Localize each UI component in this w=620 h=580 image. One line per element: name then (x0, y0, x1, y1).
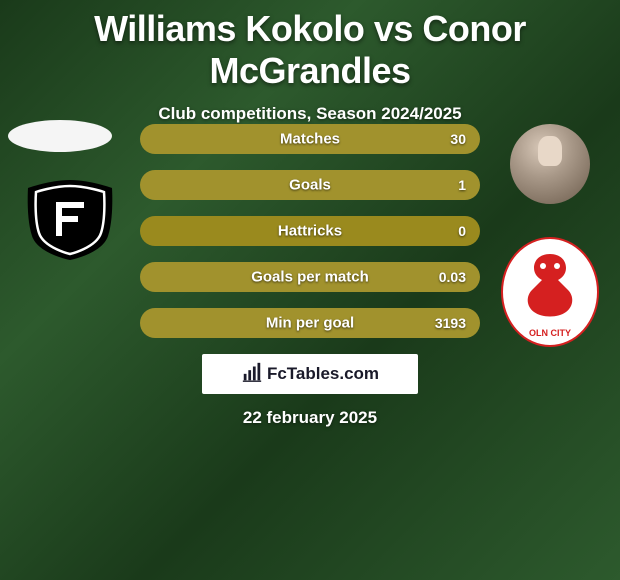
page-title: Williams Kokolo vs Conor McGrandles (0, 0, 620, 92)
stat-row-matches: Matches 30 (140, 124, 480, 154)
stat-label: Hattricks (278, 223, 342, 240)
stat-label: Goals per match (251, 269, 369, 286)
stat-row-goals: Goals 1 (140, 170, 480, 200)
svg-text:OLN CITY: OLN CITY (529, 328, 571, 338)
stat-label: Goals (289, 177, 331, 194)
brand-watermark: FcTables.com (202, 354, 418, 394)
stat-row-mpg: Min per goal 3193 (140, 308, 480, 338)
club-right-crest: OLN CITY (500, 236, 600, 348)
date-text: 22 february 2025 (0, 408, 620, 428)
stat-value: 0 (458, 223, 466, 239)
stat-value: 30 (450, 131, 466, 147)
club-left-crest (20, 178, 120, 262)
stat-value: 1 (458, 177, 466, 193)
stat-label: Matches (280, 131, 340, 148)
stat-row-gpm: Goals per match 0.03 (140, 262, 480, 292)
brand-text: FcTables.com (267, 364, 379, 384)
stats-bars: Matches 30 Goals 1 Hattricks 0 Goals per… (140, 124, 480, 354)
stat-value: 0.03 (439, 269, 466, 285)
stat-value: 3193 (435, 315, 466, 331)
player-right-avatar (510, 124, 590, 204)
stat-row-hattricks: Hattricks 0 (140, 216, 480, 246)
page-subtitle: Club competitions, Season 2024/2025 (0, 104, 620, 124)
player-left-avatar (8, 120, 112, 152)
chart-icon (241, 361, 263, 388)
stat-label: Min per goal (266, 315, 354, 332)
